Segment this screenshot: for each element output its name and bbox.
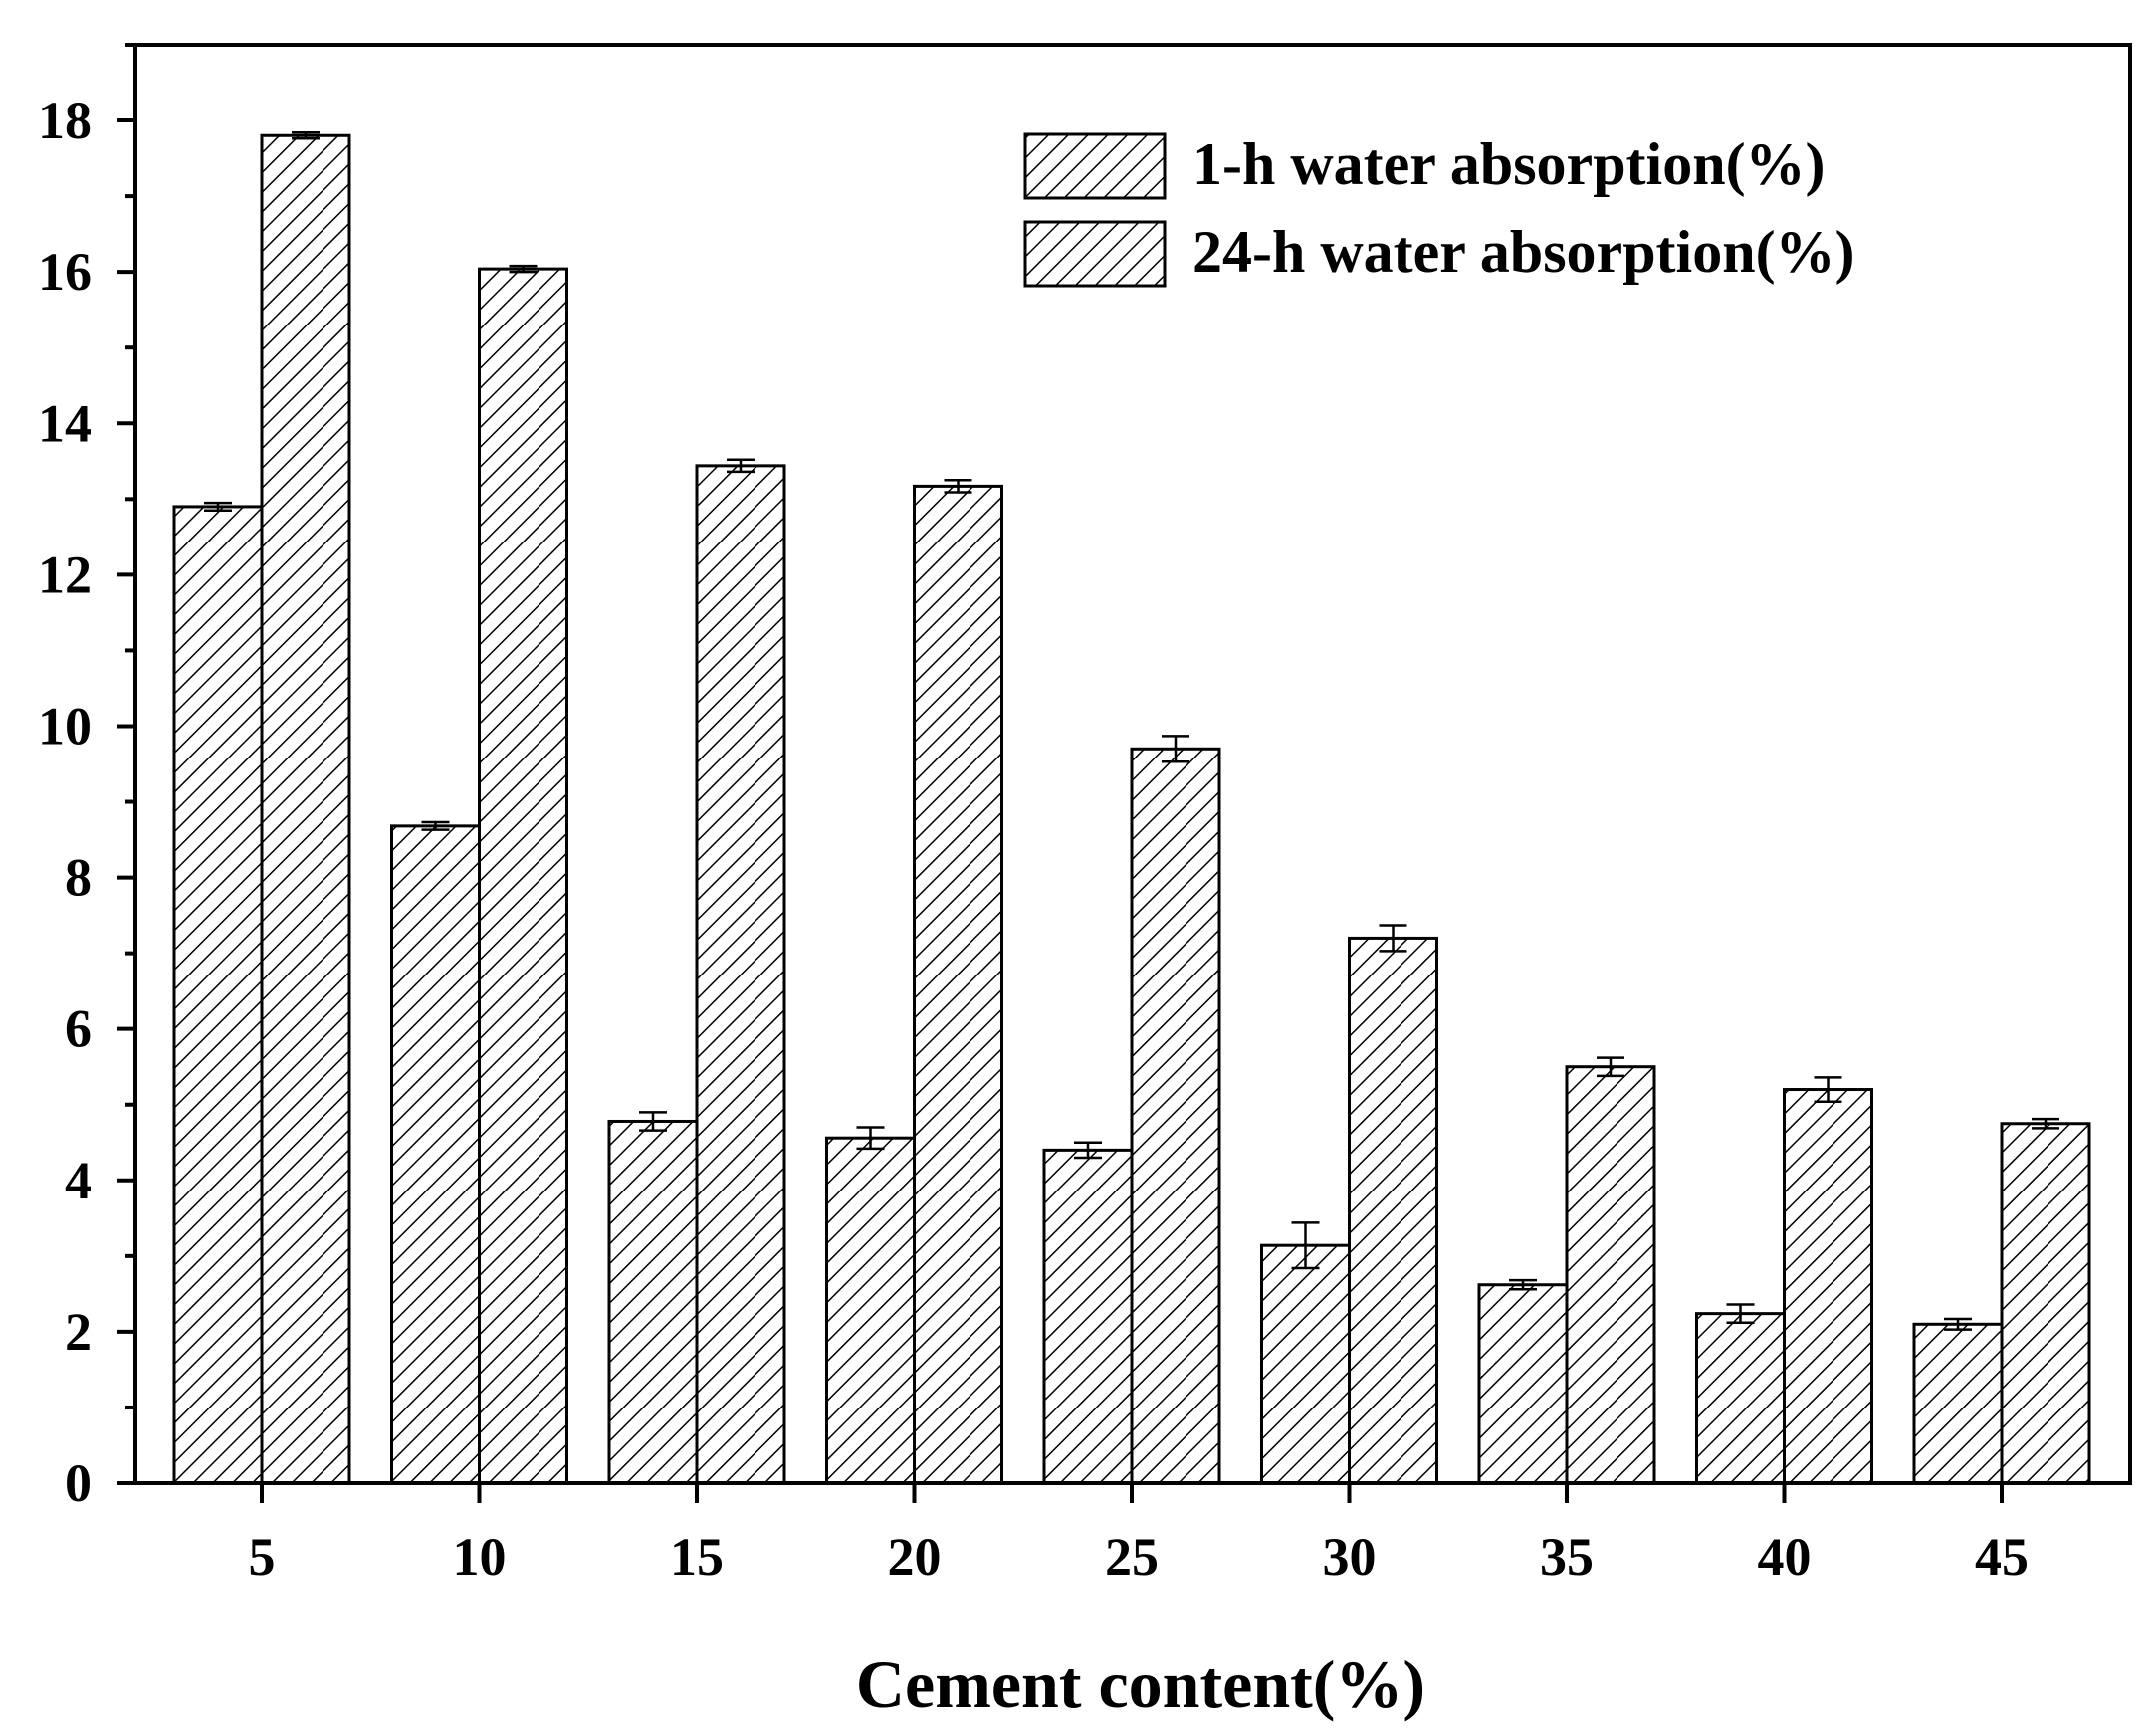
bar-1h-35 (1477, 1283, 1569, 1485)
y-tick-label-0: 0 (65, 1453, 92, 1513)
legend-label-1h: 1-h water absorption(%) (1192, 131, 1826, 197)
bar-1h-40 (1695, 1312, 1786, 1485)
y-tick-label-6: 6 (65, 999, 92, 1059)
bar-24h-35 (1565, 1065, 1656, 1485)
y-tick-label-16: 16 (38, 242, 92, 302)
bar-24h-40 (1783, 1088, 1873, 1485)
legend: 1-h water absorption(%) 24-h water absorp… (1023, 131, 1855, 288)
bar-24h-5 (260, 133, 351, 1485)
bar-24h-20 (913, 484, 1003, 1485)
bar-1h-45 (1912, 1322, 2004, 1485)
bar-1h-5 (172, 505, 264, 1485)
legend-swatch-24h (1023, 220, 1167, 288)
bar-1h-15 (607, 1119, 699, 1485)
y-tick-label-18: 18 (38, 91, 92, 150)
bar-24h-10 (478, 267, 568, 1485)
x-tick-label-30: 30 (1323, 1527, 1377, 1587)
legend-swatch-1h (1023, 132, 1167, 200)
x-tick-label-25: 25 (1105, 1527, 1159, 1587)
bar-24h-15 (695, 464, 786, 1485)
bars-group (172, 133, 2091, 1485)
legend-label-24h: 24-h water absorption(%) (1192, 219, 1855, 285)
y-tick-label-8: 8 (65, 848, 92, 908)
x-tick-label-5: 5 (249, 1527, 276, 1587)
x-tick-label-20: 20 (888, 1527, 942, 1587)
y-tick-label-10: 10 (38, 696, 92, 756)
x-tick-label-45: 45 (1975, 1527, 2029, 1587)
x-tick-label-10: 10 (453, 1527, 507, 1587)
bar-1h-30 (1260, 1243, 1351, 1485)
ticks-group: 5 10 15 20 25 30 35 40 45 0 2 4 6 8 10 12 14 16 18 (38, 43, 2029, 1587)
y-tick-label-4: 4 (65, 1151, 92, 1210)
x-tick-label-40: 40 (1758, 1527, 1812, 1587)
y-tick-label-14: 14 (38, 393, 92, 453)
bar-24h-25 (1130, 747, 1221, 1485)
y-tick-label-2: 2 (65, 1302, 92, 1362)
bar-1h-20 (825, 1136, 916, 1485)
bar-1h-10 (390, 824, 481, 1485)
error-bars-group (204, 130, 2059, 1331)
y-tick-label-12: 12 (38, 544, 92, 604)
bar-1h-25 (1042, 1148, 1134, 1485)
x-tick-label-15: 15 (670, 1527, 724, 1587)
x-tick-label-35: 35 (1540, 1527, 1594, 1587)
bar-24h-45 (2000, 1122, 2091, 1485)
x-axis-title: Cement content(%) (856, 1646, 1425, 1722)
bar-24h-30 (1348, 936, 1438, 1485)
